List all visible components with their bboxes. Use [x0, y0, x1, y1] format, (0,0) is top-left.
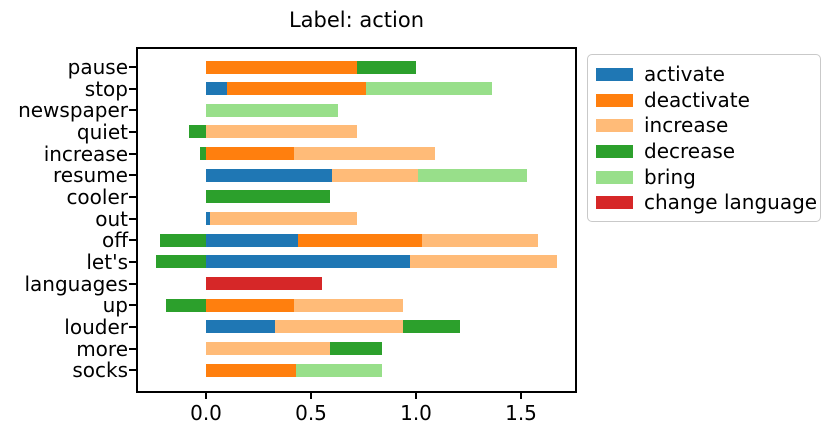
y-tick-label: off — [101, 228, 128, 253]
legend-item: deactivate — [596, 88, 812, 114]
bar-segment — [298, 233, 423, 247]
bar-segment — [206, 125, 358, 139]
bar-segment — [206, 320, 276, 334]
y-tick-label: pause — [67, 55, 128, 79]
legend-swatch — [596, 145, 633, 159]
y-tick-label: resume — [53, 163, 128, 188]
legend: activate deactivate increase decrease bring c… — [587, 54, 821, 222]
y-tick-mark — [129, 66, 136, 68]
bar-segment — [159, 233, 206, 247]
bar-segment — [227, 82, 366, 96]
y-tick-label: stop — [84, 76, 128, 101]
y-tick-label: socks — [72, 358, 128, 383]
legend-swatch — [596, 196, 633, 210]
x-tick-mark — [205, 393, 207, 399]
bar-segment — [329, 342, 383, 356]
bar-segment — [206, 190, 330, 204]
x-tick-label: 0.0 — [190, 401, 222, 425]
y-tick-mark — [129, 282, 136, 285]
legend-label: bring — [644, 164, 696, 189]
bar-segment — [206, 277, 322, 291]
legend-label: decrease — [644, 139, 736, 164]
y-tick-label: louder — [64, 314, 128, 339]
y-tick-mark — [129, 109, 136, 112]
bar-segment — [206, 233, 299, 247]
x-tick-mark — [310, 393, 312, 399]
y-tick-label: up — [102, 293, 128, 318]
bar-segment — [357, 60, 416, 74]
y-tick-label: increase — [43, 141, 128, 166]
y-tick-mark — [129, 239, 136, 242]
bar-segment — [296, 363, 383, 377]
bar-segment — [206, 82, 227, 96]
bar-segment — [206, 212, 211, 226]
legend-item: change language — [596, 190, 817, 216]
bar-segment — [332, 168, 419, 182]
bar-segment — [206, 147, 295, 161]
x-tick-label: 1.0 — [400, 401, 432, 425]
y-tick-mark — [129, 87, 136, 90]
y-tick-mark — [129, 195, 136, 198]
bar-segment — [294, 298, 404, 312]
bar-segment — [206, 103, 339, 117]
y-tick-label: languages — [24, 271, 128, 296]
bar-segment — [403, 320, 461, 334]
legend-swatch — [596, 170, 633, 184]
bar-segment — [166, 298, 206, 312]
y-tick-mark — [129, 217, 136, 220]
y-tick-label: more — [76, 336, 128, 361]
bar-segment — [206, 168, 332, 182]
bar-segment — [365, 82, 492, 96]
y-tick-mark — [129, 369, 136, 372]
y-tick-mark — [129, 130, 136, 133]
legend-item: decrease — [596, 139, 812, 165]
bar-segment — [199, 147, 206, 161]
y-tick-label: out — [95, 206, 128, 231]
x-tick-mark — [415, 393, 417, 399]
y-tick-mark — [129, 347, 136, 350]
bar-segment — [189, 125, 206, 139]
bar-segment — [206, 298, 295, 312]
y-tick-mark — [129, 260, 136, 263]
chart-title: Label: action — [288, 8, 425, 32]
bar-segment — [206, 342, 330, 356]
bar-segment — [155, 255, 206, 269]
y-tick-label: cooler — [66, 184, 128, 209]
bar-segment — [206, 60, 358, 74]
bar-segment — [422, 233, 538, 247]
x-tick-mark — [520, 393, 522, 399]
legend-label: increase — [644, 113, 729, 138]
bar-segment — [418, 168, 528, 182]
bar-segment — [294, 147, 435, 161]
legend-label: deactivate — [644, 87, 750, 112]
y-tick-label: let's — [86, 249, 128, 274]
bar-segment — [409, 255, 557, 269]
legend-swatch — [596, 93, 633, 107]
bar-segment — [206, 363, 297, 377]
bar-segment — [210, 212, 358, 226]
legend-item: activate — [596, 62, 812, 88]
y-tick-label: newspaper — [18, 98, 128, 123]
legend-label: change language — [644, 190, 818, 215]
legend-swatch — [596, 68, 633, 82]
legend-item: bring — [596, 164, 812, 190]
plot-area — [136, 47, 577, 393]
bar-segment — [275, 320, 404, 334]
y-tick-mark — [129, 325, 136, 328]
x-tick-label: 0.5 — [295, 401, 327, 425]
legend-label: activate — [644, 62, 725, 87]
bar-segment — [206, 255, 410, 269]
y-tick-mark — [129, 174, 136, 177]
y-tick-label: quiet — [76, 119, 128, 144]
x-tick-label: 1.5 — [505, 401, 537, 425]
legend-swatch — [596, 119, 633, 133]
y-tick-mark — [129, 304, 136, 307]
legend-item: increase — [596, 113, 812, 139]
y-axis-labels: pause stop newspaper quiet increase resume coo… — [0, 0, 128, 446]
y-tick-mark — [129, 152, 136, 155]
